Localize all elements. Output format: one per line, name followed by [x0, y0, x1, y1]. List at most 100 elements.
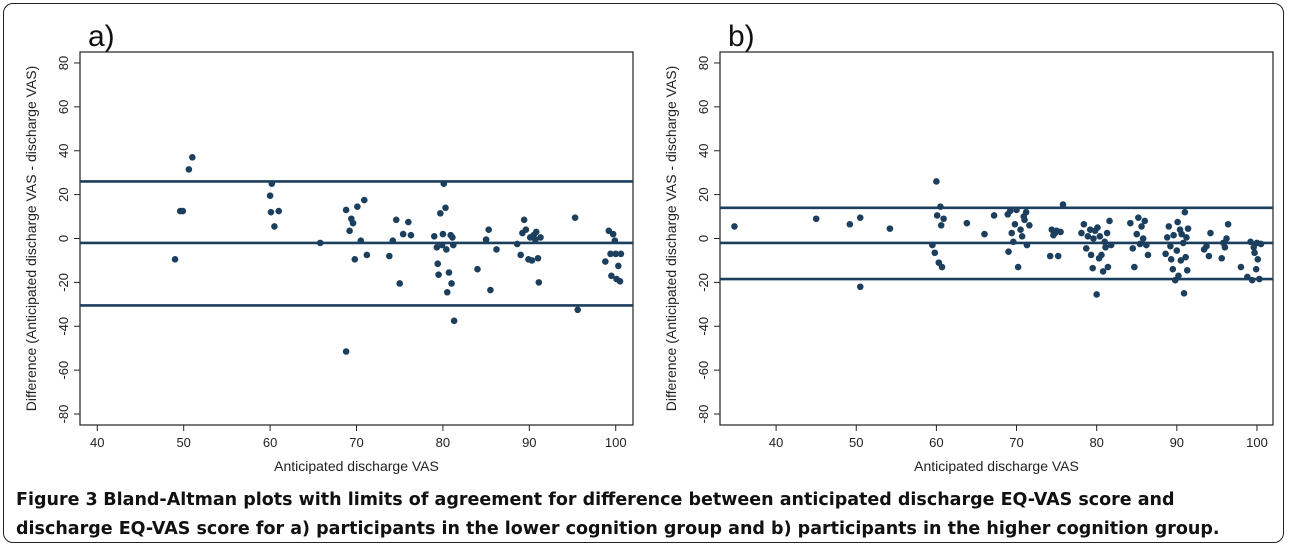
- data-point: [396, 280, 404, 287]
- data-point: [1106, 217, 1113, 225]
- data-point: [520, 216, 528, 224]
- data-point: [1178, 230, 1185, 238]
- x-tick-label: 70: [349, 435, 363, 450]
- data-point: [1087, 251, 1095, 259]
- data-point: [1082, 245, 1090, 252]
- data-point: [1162, 250, 1169, 258]
- y-tick-label: -60: [56, 361, 71, 380]
- data-point: [392, 216, 400, 224]
- x-axis-label: Anticipated discharge VAS: [914, 458, 1079, 474]
- data-point: [1203, 242, 1210, 250]
- data-point: [1139, 235, 1147, 242]
- data-point: [1207, 229, 1214, 237]
- data-point: [1183, 234, 1190, 241]
- data-point: [1018, 233, 1026, 240]
- data-point: [440, 180, 448, 187]
- data-point: [846, 220, 854, 228]
- data-point: [438, 241, 446, 249]
- data-point: [1096, 233, 1104, 240]
- figure-frame: [3, 3, 1284, 543]
- data-point: [271, 223, 278, 230]
- x-tick-label: 90: [522, 435, 536, 450]
- data-point: [571, 214, 579, 221]
- y-tick-label: 40: [56, 144, 71, 158]
- data-point: [528, 257, 536, 264]
- data-point: [1138, 223, 1145, 230]
- chart-panel-b: b) -80 -60 -40 -20 0 20 40 60 80 40 50 60 70 80 90 100 An…: [648, 10, 1288, 480]
- data-point: [1013, 206, 1020, 214]
- data-point: [482, 236, 490, 243]
- chart-panel-a: a) -80 -60 -40 -20 0 20 40 60 80 40 50 60 70 80 90 100 An…: [8, 10, 648, 480]
- data-point: [1059, 201, 1067, 208]
- y-tick-label: -20: [696, 273, 711, 292]
- x-tick-label: 70: [1009, 435, 1023, 450]
- data-point: [1054, 252, 1062, 260]
- data-point: [612, 250, 620, 258]
- y-tick-label: 80: [696, 56, 711, 70]
- data-point: [354, 203, 361, 210]
- data-point: [933, 178, 940, 185]
- data-point: [608, 272, 615, 280]
- data-point: [1205, 252, 1213, 260]
- data-point: [1254, 256, 1262, 263]
- x-tick-label: 40: [90, 435, 104, 450]
- data-point: [1218, 254, 1226, 262]
- data-point: [275, 207, 283, 215]
- data-point: [442, 204, 449, 212]
- data-point: [1005, 248, 1012, 255]
- x-tick-label: 60: [263, 435, 277, 450]
- data-point: [439, 230, 447, 238]
- data-point: [1221, 243, 1229, 251]
- data-point: [990, 212, 998, 219]
- data-point: [342, 206, 350, 214]
- caption-text: Bland-Altman plots with limits of agreem…: [16, 490, 1220, 539]
- data-point: [448, 280, 455, 287]
- data-point: [1244, 273, 1251, 281]
- data-point: [386, 252, 393, 260]
- data-point: [485, 226, 493, 234]
- x-tick-label: 90: [1170, 435, 1184, 450]
- data-point: [1174, 218, 1181, 226]
- data-point: [437, 209, 444, 217]
- data-point: [1133, 230, 1141, 238]
- data-point: [430, 233, 438, 240]
- y-tick-label: 60: [696, 100, 711, 114]
- data-point: [449, 241, 457, 249]
- data-point: [1223, 235, 1230, 242]
- data-point: [1057, 228, 1064, 236]
- data-point: [1175, 272, 1182, 280]
- data-point: [1180, 290, 1188, 297]
- data-point: [493, 246, 500, 253]
- data-point: [1257, 240, 1265, 248]
- data-point: [1251, 249, 1258, 257]
- data-point: [1237, 263, 1245, 271]
- data-point: [443, 288, 451, 296]
- plot-border: [79, 51, 634, 426]
- x-tick-label: 50: [176, 435, 190, 450]
- data-point: [1163, 234, 1171, 241]
- x-tick-label: 80: [436, 435, 450, 450]
- data-point: [1173, 247, 1181, 254]
- x-tick-label: 50: [849, 435, 863, 450]
- x-tick-label: 80: [1089, 435, 1103, 450]
- data-point: [522, 226, 530, 234]
- data-point: [535, 279, 543, 286]
- data-point: [1103, 229, 1111, 237]
- data-point: [537, 234, 544, 241]
- data-point: [1127, 219, 1134, 227]
- data-point: [1107, 241, 1115, 249]
- x-tick-label: 100: [605, 435, 627, 450]
- data-point: [602, 258, 609, 265]
- data-point: [937, 222, 945, 229]
- data-point: [443, 246, 450, 253]
- data-point: [1141, 217, 1149, 225]
- data-point: [1104, 263, 1112, 271]
- data-point: [1170, 231, 1177, 239]
- data-point: [1010, 238, 1017, 246]
- data-point: [1177, 257, 1185, 264]
- data-point: [346, 227, 353, 235]
- y-tick-label: 20: [696, 187, 711, 201]
- data-point: [267, 208, 275, 216]
- y-axis-label: Difference (Anticipated discharge VAS - …: [23, 66, 39, 412]
- data-point: [1090, 235, 1097, 242]
